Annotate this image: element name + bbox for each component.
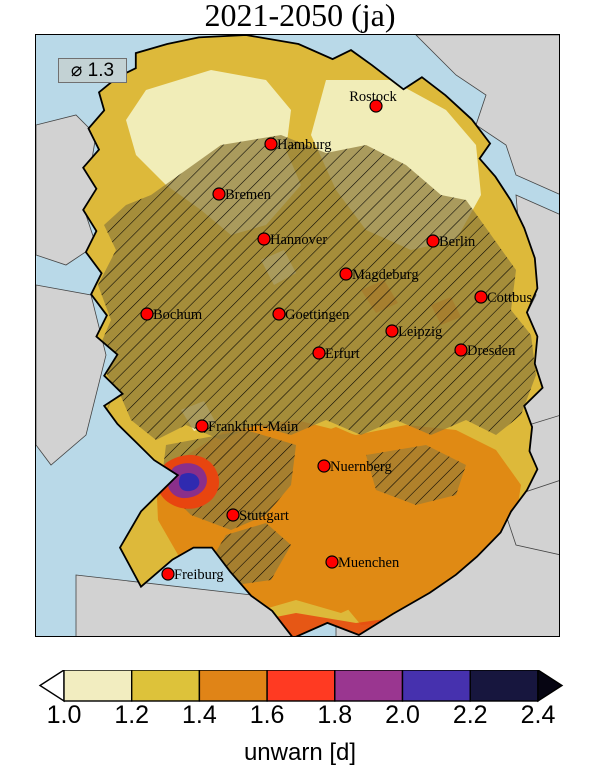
svg-text:1.6: 1.6 xyxy=(250,701,285,729)
svg-text:Erfurt: Erfurt xyxy=(325,346,360,362)
svg-text:1.2: 1.2 xyxy=(114,701,149,729)
svg-text:2.0: 2.0 xyxy=(385,701,420,729)
svg-text:Muenchen: Muenchen xyxy=(338,555,400,571)
svg-text:1.8: 1.8 xyxy=(317,701,352,729)
svg-text:Magdeburg: Magdeburg xyxy=(352,267,419,283)
svg-text:1.0: 1.0 xyxy=(47,701,82,729)
svg-text:2.4: 2.4 xyxy=(521,701,556,729)
svg-text:2.2: 2.2 xyxy=(453,701,488,729)
svg-text:Dresden: Dresden xyxy=(467,343,516,359)
svg-text:Bochum: Bochum xyxy=(153,307,203,323)
svg-text:Berlin: Berlin xyxy=(439,234,476,250)
svg-text:Stuttgart: Stuttgart xyxy=(239,508,289,524)
svg-text:Frankfurt-Main: Frankfurt-Main xyxy=(208,419,299,435)
svg-text:Bremen: Bremen xyxy=(225,187,272,203)
svg-text:Rostock: Rostock xyxy=(349,89,397,105)
svg-text:1.4: 1.4 xyxy=(182,701,217,729)
svg-text:Nuernberg: Nuernberg xyxy=(330,459,392,475)
svg-text:unwarn [d]: unwarn [d] xyxy=(244,739,356,766)
svg-text:Cottbus: Cottbus xyxy=(487,290,532,306)
svg-text:Hannover: Hannover xyxy=(270,232,327,248)
svg-text:Leipzig: Leipzig xyxy=(398,324,442,340)
svg-text:Hamburg: Hamburg xyxy=(277,137,332,153)
svg-text:Goettingen: Goettingen xyxy=(285,307,350,323)
svg-text:Freiburg: Freiburg xyxy=(174,567,224,583)
